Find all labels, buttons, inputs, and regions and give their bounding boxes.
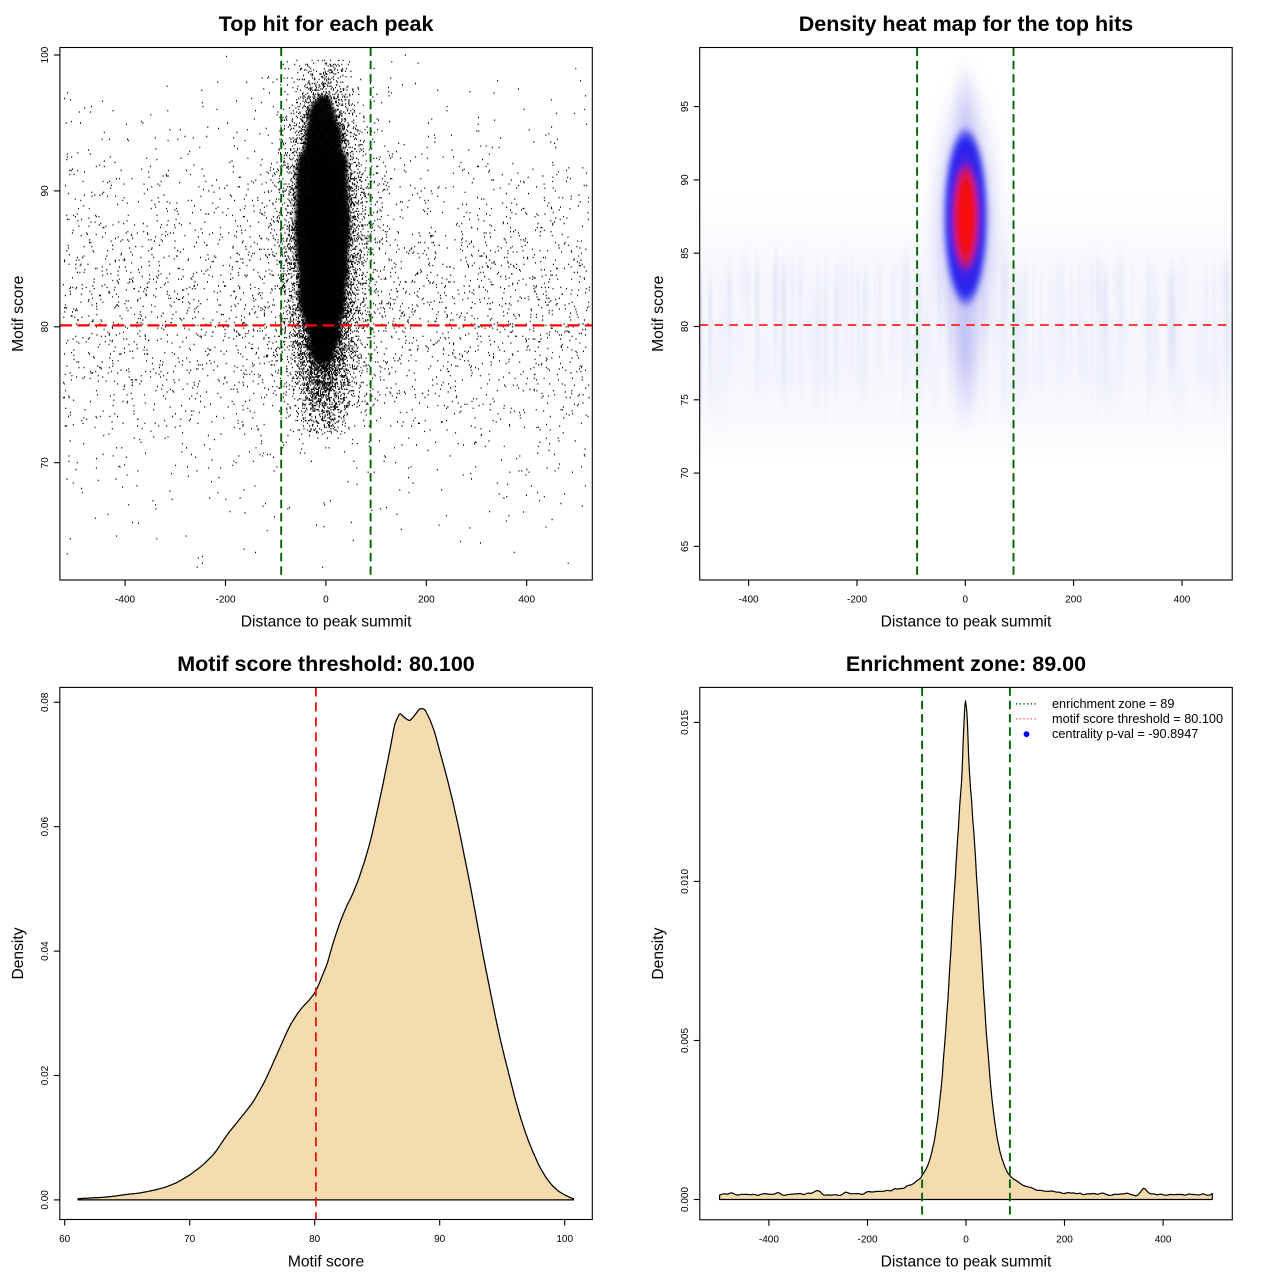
- svg-text:0.06: 0.06: [40, 817, 51, 837]
- svg-text:60: 60: [59, 1234, 71, 1245]
- svg-text:0.010: 0.010: [680, 868, 691, 893]
- svg-text:85: 85: [680, 247, 691, 259]
- svg-text:0.015: 0.015: [680, 709, 691, 734]
- svg-text:-200: -200: [215, 595, 235, 606]
- svg-text:80: 80: [680, 321, 691, 333]
- svg-text:Motif score threshold: 80.100: Motif score threshold: 80.100: [177, 652, 475, 676]
- svg-text:Motif score: Motif score: [650, 276, 667, 352]
- svg-text:70: 70: [40, 457, 51, 469]
- svg-text:70: 70: [184, 1234, 196, 1245]
- svg-text:-400: -400: [759, 1234, 779, 1245]
- svg-text:0.000: 0.000: [680, 1187, 691, 1212]
- svg-text:200: 200: [418, 595, 435, 606]
- svg-text:-400: -400: [115, 595, 135, 606]
- svg-text:Motif score: Motif score: [288, 1254, 364, 1271]
- svg-text:90: 90: [40, 185, 51, 197]
- svg-text:0.02: 0.02: [40, 1065, 51, 1085]
- svg-text:0: 0: [323, 595, 329, 606]
- svg-text:90: 90: [680, 174, 691, 186]
- svg-text:65: 65: [680, 540, 691, 552]
- svg-text:-200: -200: [857, 1234, 877, 1245]
- svg-text:enrichment zone = 89: enrichment zone = 89: [1052, 697, 1174, 711]
- svg-text:90: 90: [434, 1234, 446, 1245]
- svg-text:80: 80: [309, 1234, 321, 1245]
- svg-text:70: 70: [680, 467, 691, 479]
- svg-text:0.005: 0.005: [680, 1028, 691, 1053]
- svg-text:motif score threshold = 80.100: motif score threshold = 80.100: [1052, 712, 1223, 726]
- svg-text:75: 75: [680, 394, 691, 406]
- svg-text:Density: Density: [10, 927, 27, 979]
- svg-text:0: 0: [963, 595, 969, 606]
- svg-text:100: 100: [556, 1234, 573, 1245]
- svg-text:400: 400: [1155, 1234, 1172, 1245]
- svg-text:400: 400: [1174, 595, 1191, 606]
- svg-text:Density: Density: [650, 927, 667, 979]
- svg-text:200: 200: [1056, 1234, 1073, 1245]
- svg-text:Density heat map for the top h: Density heat map for the top hits: [799, 12, 1134, 36]
- svg-text:Motif score: Motif score: [10, 276, 27, 352]
- svg-text:Distance to peak summit: Distance to peak summit: [881, 1254, 1052, 1271]
- svg-text:Enrichment zone: 89.00: Enrichment zone: 89.00: [846, 652, 1086, 676]
- svg-text:0.08: 0.08: [40, 692, 51, 712]
- svg-text:100: 100: [40, 46, 51, 63]
- svg-text:0: 0: [963, 1234, 969, 1245]
- svg-text:95: 95: [680, 101, 691, 113]
- svg-text:400: 400: [518, 595, 535, 606]
- svg-text:0.00: 0.00: [40, 1190, 51, 1210]
- svg-text:Distance to peak summit: Distance to peak summit: [881, 614, 1052, 631]
- svg-text:-400: -400: [739, 595, 759, 606]
- svg-text:200: 200: [1065, 595, 1082, 606]
- svg-text:Top hit for each peak: Top hit for each peak: [219, 12, 434, 36]
- svg-text:0.04: 0.04: [40, 941, 51, 961]
- svg-text:80: 80: [40, 321, 51, 333]
- svg-text:-200: -200: [847, 595, 867, 606]
- svg-text:Distance to peak summit: Distance to peak summit: [241, 614, 412, 631]
- svg-text:centrality p-val = -90.8947: centrality p-val = -90.8947: [1052, 727, 1198, 741]
